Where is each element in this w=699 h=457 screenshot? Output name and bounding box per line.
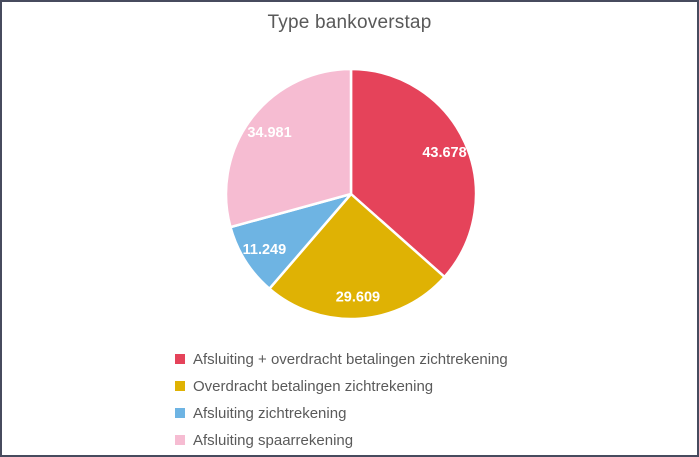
legend-label: Afsluiting spaarrekening: [193, 431, 354, 449]
legend: Afsluiting + overdracht betalingen zicht…: [175, 350, 508, 455]
legend-swatch-blue: [175, 408, 185, 418]
pie-slice: [224, 67, 353, 229]
legend-swatch-pink: [175, 435, 185, 445]
legend-label: Afsluiting + overdracht betalingen zicht…: [193, 350, 508, 368]
slice-value-label: 43.678: [422, 145, 466, 161]
pie-chart: 43.678 29.609 11.249 34.981: [224, 67, 478, 321]
slice-value-label: 34.981: [247, 125, 291, 141]
legend-item: Afsluiting zichtrekening: [175, 404, 508, 422]
pie-slice: [349, 67, 478, 279]
chart-title: Type bankoverstap: [267, 12, 432, 33]
legend-swatch-red: [175, 354, 185, 364]
slice-value-label: 29.609: [336, 289, 380, 305]
legend-swatch-gold: [175, 381, 185, 391]
legend-item: Afsluiting spaarrekening: [175, 431, 508, 449]
slice-value-label: 11.249: [243, 242, 287, 258]
legend-item: Afsluiting + overdracht betalingen zicht…: [175, 350, 508, 368]
pie-slice: [268, 192, 446, 321]
legend-label: Afsluiting zichtrekening: [193, 404, 347, 422]
legend-item: Overdracht betalingen zichtrekening: [175, 377, 508, 395]
legend-label: Overdracht betalingen zichtrekening: [193, 377, 434, 395]
